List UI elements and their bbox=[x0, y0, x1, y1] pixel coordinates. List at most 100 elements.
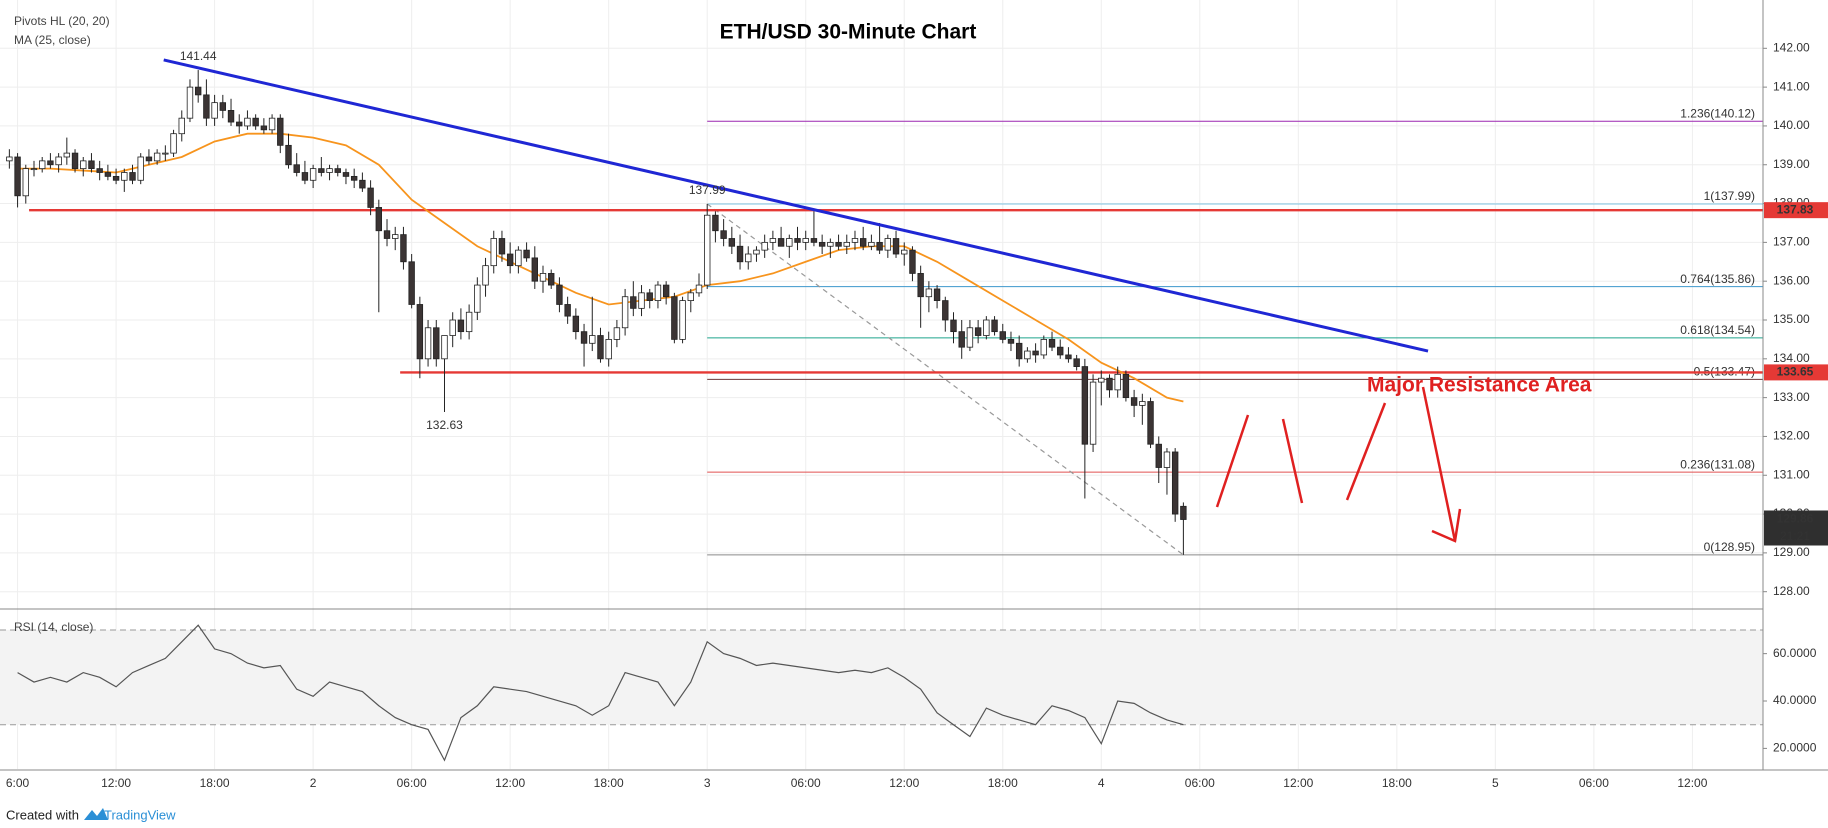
candle-body bbox=[679, 300, 686, 340]
arrow-stroke bbox=[1421, 386, 1457, 542]
candle-body bbox=[843, 241, 850, 247]
candle-body bbox=[211, 102, 218, 119]
footer-text: Created with bbox=[6, 807, 79, 822]
candle-body bbox=[868, 241, 875, 247]
candle-body bbox=[523, 249, 530, 259]
x-tick-label: 12:00 bbox=[495, 776, 525, 790]
candle-body bbox=[810, 238, 818, 243]
candle-body bbox=[301, 172, 309, 181]
candle-body bbox=[22, 168, 29, 197]
candle-body bbox=[589, 335, 596, 344]
candle-body bbox=[506, 253, 514, 267]
candle-body bbox=[892, 238, 900, 255]
x-tick-label: 6:00 bbox=[6, 776, 30, 790]
brand-logo bbox=[84, 808, 108, 820]
candle-body bbox=[145, 156, 153, 162]
candle-body bbox=[638, 292, 645, 309]
moving-average bbox=[17, 132, 1184, 403]
candle-body bbox=[326, 168, 333, 173]
candle-body bbox=[318, 168, 325, 173]
pivot-label: 141.44 bbox=[180, 49, 217, 63]
candle-body bbox=[350, 175, 358, 181]
candle-body bbox=[1147, 401, 1154, 445]
candle-body bbox=[777, 238, 785, 247]
y-tick-label: 141.00 bbox=[1773, 79, 1810, 93]
x-tick-label: 06:00 bbox=[397, 776, 427, 790]
y-tick-label: 132.00 bbox=[1773, 429, 1810, 443]
arrow-head bbox=[1431, 508, 1462, 543]
candle-body bbox=[153, 152, 161, 162]
candle-body bbox=[194, 86, 202, 96]
arrow-stroke bbox=[1281, 418, 1304, 504]
candle-body bbox=[6, 156, 13, 162]
candle-body bbox=[1015, 342, 1023, 360]
candle-body bbox=[621, 296, 629, 329]
candle-body bbox=[178, 117, 185, 135]
candle-body bbox=[745, 253, 752, 263]
candle-body bbox=[704, 214, 711, 286]
candle-body bbox=[1089, 381, 1097, 445]
candle-body bbox=[1032, 350, 1039, 356]
candle-body bbox=[671, 296, 678, 340]
candle-body bbox=[662, 284, 670, 298]
candle-body bbox=[47, 160, 54, 166]
candle-body bbox=[1073, 358, 1080, 367]
candle-body bbox=[408, 261, 415, 305]
y-tick-label: 134.00 bbox=[1773, 351, 1810, 365]
candle-body bbox=[1065, 354, 1072, 360]
candle-body bbox=[490, 238, 497, 267]
candle-body bbox=[605, 339, 612, 360]
candle-body bbox=[974, 327, 982, 336]
candle-body bbox=[950, 319, 957, 333]
x-tick-label: 2 bbox=[310, 776, 317, 790]
trendline bbox=[163, 58, 1429, 353]
candle-body bbox=[1130, 397, 1138, 406]
rsi-tick-label: 20.0000 bbox=[1773, 741, 1817, 755]
candle-body bbox=[630, 296, 637, 309]
candle-body bbox=[802, 238, 809, 243]
candle-body bbox=[876, 241, 883, 251]
arrow-stroke bbox=[1345, 402, 1387, 501]
candle-body bbox=[720, 230, 727, 239]
candle-body bbox=[400, 234, 407, 263]
candle-body bbox=[104, 172, 112, 177]
rsi-band-fill bbox=[0, 629, 1763, 725]
candle-body bbox=[14, 156, 21, 197]
candle-body bbox=[1057, 346, 1064, 356]
candle-body bbox=[958, 331, 965, 348]
fib-label: 1(137.99) bbox=[1704, 189, 1755, 203]
candle-body bbox=[285, 144, 292, 166]
candle-body bbox=[1040, 339, 1048, 356]
candle-body bbox=[556, 284, 563, 305]
candle-body bbox=[786, 238, 793, 247]
candle-body bbox=[515, 249, 522, 267]
last-price-label: 129.86 bbox=[1777, 512, 1814, 526]
x-tick-label: 12:00 bbox=[1677, 776, 1707, 790]
y-tick-label: 129.00 bbox=[1773, 545, 1810, 559]
candle-body bbox=[1098, 377, 1105, 383]
price-badge bbox=[1764, 364, 1828, 381]
fib-label: 1.236(140.12) bbox=[1680, 106, 1755, 120]
candle-body bbox=[38, 160, 46, 170]
x-tick-label: 06:00 bbox=[791, 776, 821, 790]
x-tick-label: 18:00 bbox=[988, 776, 1018, 790]
y-tick-label: 142.00 bbox=[1773, 40, 1810, 54]
candle-body bbox=[129, 172, 136, 181]
x-tick-label: 06:00 bbox=[1579, 776, 1609, 790]
candle-body bbox=[1048, 339, 1056, 348]
y-tick-label: 128.00 bbox=[1773, 584, 1810, 598]
candle-body bbox=[827, 241, 834, 247]
candle-body bbox=[367, 187, 374, 208]
candle-body bbox=[260, 125, 268, 131]
candle-body bbox=[449, 319, 456, 336]
rsi-line bbox=[17, 624, 1184, 762]
candle-body bbox=[219, 102, 227, 111]
candle-body bbox=[71, 152, 79, 170]
candle-body bbox=[851, 238, 859, 243]
candle-body bbox=[268, 117, 276, 131]
candle-body bbox=[359, 179, 366, 189]
price-badge bbox=[1764, 202, 1828, 219]
candle-body bbox=[613, 327, 621, 340]
candle-body bbox=[1180, 505, 1187, 520]
candle-body bbox=[30, 168, 38, 171]
